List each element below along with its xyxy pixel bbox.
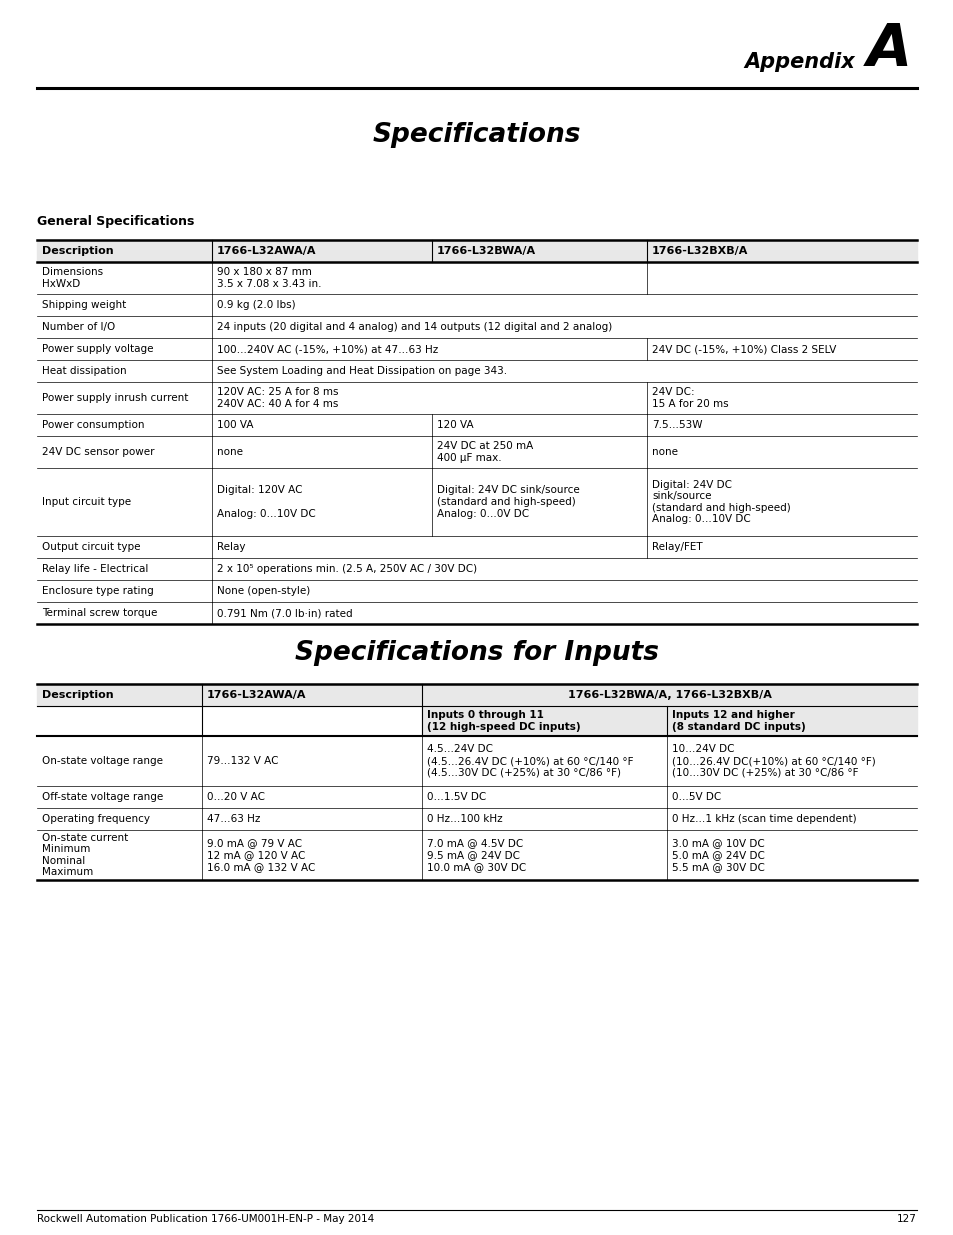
Text: General Specifications: General Specifications [37,215,194,228]
Text: Relay: Relay [216,542,245,552]
Text: 10…24V DC
(10…26.4V DC(+10%) at 60 °C/140 °F)
(10…30V DC (+25%) at 30 °C/86 °F: 10…24V DC (10…26.4V DC(+10%) at 60 °C/14… [671,745,875,778]
Text: 1766-L32AWA/A: 1766-L32AWA/A [207,690,306,700]
Text: On-state current
Minimum
Nominal
Maximum: On-state current Minimum Nominal Maximum [42,832,128,877]
Text: 24V DC:
15 A for 20 ms: 24V DC: 15 A for 20 ms [651,388,728,409]
Text: Relay life - Electrical: Relay life - Electrical [42,564,149,574]
Text: 0…20 V AC: 0…20 V AC [207,792,265,802]
Text: 24 inputs (20 digital and 4 analog) and 14 outputs (12 digital and 2 analog): 24 inputs (20 digital and 4 analog) and … [216,322,612,332]
Text: none: none [216,447,243,457]
Text: Off-state voltage range: Off-state voltage range [42,792,163,802]
Text: 100…240V AC (-15%, +10%) at 47…63 Hz: 100…240V AC (-15%, +10%) at 47…63 Hz [216,345,437,354]
Text: 0 Hz…100 kHz: 0 Hz…100 kHz [427,814,502,824]
Text: 9.0 mA @ 79 V AC
12 mA @ 120 V AC
16.0 mA @ 132 V AC: 9.0 mA @ 79 V AC 12 mA @ 120 V AC 16.0 m… [207,839,315,872]
Text: Description: Description [42,690,113,700]
Text: 24V DC sensor power: 24V DC sensor power [42,447,154,457]
Text: Digital: 24V DC
sink/source
(standard and high-speed)
Analog: 0…10V DC: Digital: 24V DC sink/source (standard an… [651,479,790,525]
Text: 24V DC at 250 mA
400 µF max.: 24V DC at 250 mA 400 µF max. [436,441,533,463]
Text: 90 x 180 x 87 mm
3.5 x 7.08 x 3.43 in.: 90 x 180 x 87 mm 3.5 x 7.08 x 3.43 in. [216,267,321,289]
Text: 1766-L32AWA/A: 1766-L32AWA/A [216,246,316,256]
Text: 7.0 mA @ 4.5V DC
9.5 mA @ 24V DC
10.0 mA @ 30V DC: 7.0 mA @ 4.5V DC 9.5 mA @ 24V DC 10.0 mA… [427,839,526,872]
Text: See System Loading and Heat Dissipation on page 343.: See System Loading and Heat Dissipation … [216,366,507,375]
Text: 47…63 Hz: 47…63 Hz [207,814,260,824]
Text: 24V DC (-15%, +10%) Class 2 SELV: 24V DC (-15%, +10%) Class 2 SELV [651,345,836,354]
Text: Number of I/O: Number of I/O [42,322,115,332]
Text: Power supply inrush current: Power supply inrush current [42,393,188,403]
Text: Input circuit type: Input circuit type [42,496,131,508]
Text: 3.0 mA @ 10V DC
5.0 mA @ 24V DC
5.5 mA @ 30V DC: 3.0 mA @ 10V DC 5.0 mA @ 24V DC 5.5 mA @… [671,839,764,872]
Text: Digital: 120V AC

Analog: 0…10V DC: Digital: 120V AC Analog: 0…10V DC [216,485,315,519]
Text: Appendix: Appendix [743,52,854,72]
Text: Dimensions
HxWxD: Dimensions HxWxD [42,267,103,289]
Text: Digital: 24V DC sink/source
(standard and high-speed)
Analog: 0…0V DC: Digital: 24V DC sink/source (standard an… [436,485,579,519]
Text: 0 Hz…1 kHz (scan time dependent): 0 Hz…1 kHz (scan time dependent) [671,814,856,824]
Text: 120V AC: 25 A for 8 ms
240V AC: 40 A for 4 ms: 120V AC: 25 A for 8 ms 240V AC: 40 A for… [216,388,338,409]
Text: Terminal screw torque: Terminal screw torque [42,608,157,618]
Text: Shipping weight: Shipping weight [42,300,126,310]
Text: A: A [866,21,911,78]
Text: Enclosure type rating: Enclosure type rating [42,585,153,597]
Text: On-state voltage range: On-state voltage range [42,756,163,766]
Text: 7.5…53W: 7.5…53W [651,420,701,430]
Text: 4.5…24V DC
(4.5…26.4V DC (+10%) at 60 °C/140 °F
(4.5…30V DC (+25%) at 30 °C/86 °: 4.5…24V DC (4.5…26.4V DC (+10%) at 60 °C… [427,745,633,778]
Text: Power consumption: Power consumption [42,420,144,430]
Text: 1766-L32BWA/A, 1766-L32BXB/A: 1766-L32BWA/A, 1766-L32BXB/A [567,690,771,700]
Text: 100 VA: 100 VA [216,420,253,430]
Text: Rockwell Automation Publication 1766-UM001H-EN-P - May 2014: Rockwell Automation Publication 1766-UM0… [37,1214,374,1224]
Text: Inputs 0 through 11
(12 high-speed DC inputs): Inputs 0 through 11 (12 high-speed DC in… [427,710,580,732]
Text: Output circuit type: Output circuit type [42,542,140,552]
Text: None (open-style): None (open-style) [216,585,310,597]
Text: 120 VA: 120 VA [436,420,473,430]
Text: none: none [651,447,678,457]
Text: Specifications for Inputs: Specifications for Inputs [294,640,659,666]
Text: 79…132 V AC: 79…132 V AC [207,756,278,766]
Text: Specifications: Specifications [373,122,580,148]
Text: 0.791 Nm (7.0 lb·in) rated: 0.791 Nm (7.0 lb·in) rated [216,608,353,618]
Text: Heat dissipation: Heat dissipation [42,366,127,375]
Text: 0.9 kg (2.0 lbs): 0.9 kg (2.0 lbs) [216,300,295,310]
Text: 127: 127 [896,1214,916,1224]
Text: 2 x 10⁵ operations min. (2.5 A, 250V AC / 30V DC): 2 x 10⁵ operations min. (2.5 A, 250V AC … [216,564,477,574]
Text: Operating frequency: Operating frequency [42,814,150,824]
Text: 1766-L32BXB/A: 1766-L32BXB/A [651,246,747,256]
Text: Inputs 12 and higher
(8 standard DC inputs): Inputs 12 and higher (8 standard DC inpu… [671,710,805,732]
Text: Relay/FET: Relay/FET [651,542,702,552]
Text: Power supply voltage: Power supply voltage [42,345,153,354]
Text: 0…1.5V DC: 0…1.5V DC [427,792,486,802]
Text: 0…5V DC: 0…5V DC [671,792,720,802]
Text: Description: Description [42,246,113,256]
Text: 1766-L32BWA/A: 1766-L32BWA/A [436,246,536,256]
